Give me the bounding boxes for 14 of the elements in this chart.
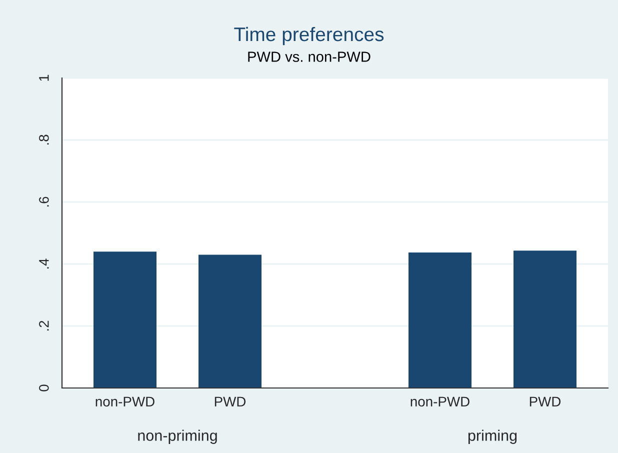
y-tick-label: .4 <box>39 258 49 269</box>
x-tick-label: PWD <box>214 396 246 406</box>
chart-subtitle: PWD vs. non-PWD <box>248 52 370 62</box>
y-tick-label: 0 <box>39 384 49 392</box>
x-tick-label: non-PWD <box>410 396 470 407</box>
y-tick-label: .2 <box>39 320 49 331</box>
text: non-priming <box>138 430 217 444</box>
y-tick-label: .6 <box>39 196 49 207</box>
x-tick-label: PWD <box>530 396 561 406</box>
chart-title: Time preferences <box>234 26 384 46</box>
text: priming <box>468 430 517 444</box>
x-tick-label: non-PWD <box>96 396 154 407</box>
y-tick-label: 1 <box>39 74 49 81</box>
y-tick-label: .8 <box>39 134 49 145</box>
